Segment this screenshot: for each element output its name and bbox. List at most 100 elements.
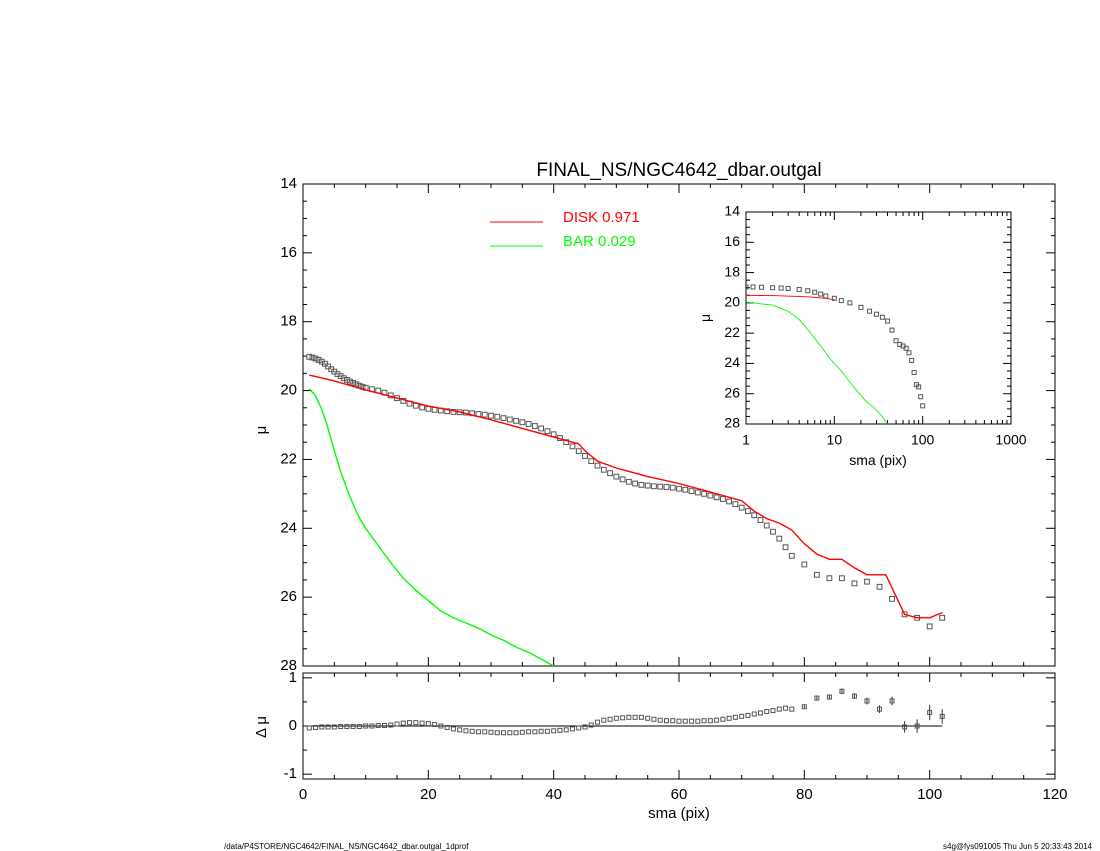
residual-point (726, 715, 732, 721)
inset-y-tick-label: 24 (724, 354, 740, 370)
inset-data-point (893, 338, 899, 344)
inset-data-point (918, 394, 924, 400)
inset-data-point (785, 285, 791, 291)
residual-x-tick-label: 20 (420, 786, 437, 803)
residual-point (939, 713, 945, 719)
residual-point (306, 725, 312, 731)
inset-data-point (885, 318, 891, 324)
residual-point (494, 730, 500, 736)
legend-bar-label: BAR 0.029 (563, 233, 636, 250)
residual-y-axis-label: Δ μ (253, 716, 270, 738)
residual-point (689, 718, 695, 724)
residual-point (927, 710, 933, 716)
residual-point (544, 728, 550, 734)
inset-x-tick-label: 1000 (995, 432, 1026, 448)
inset-y-tick-label: 20 (724, 294, 740, 310)
residual-point (507, 730, 513, 736)
data-point (701, 490, 707, 497)
main-y-tick-label: 26 (280, 588, 297, 605)
residual-point (551, 728, 557, 734)
data-point (632, 480, 639, 487)
residual-point (770, 708, 776, 714)
inset-plot-frame (745, 211, 1012, 425)
data-point (613, 473, 620, 480)
residual-point (776, 706, 782, 712)
residual-point (595, 719, 601, 725)
residual-point (588, 722, 594, 728)
data-point (488, 412, 494, 419)
data-point (826, 575, 833, 582)
residual-point (463, 728, 469, 734)
data-point (419, 404, 425, 411)
data-point (713, 494, 720, 501)
residual-point (457, 727, 463, 733)
residual-point (325, 724, 331, 730)
residual-point (331, 724, 337, 730)
data-point (343, 376, 350, 383)
residual-point (889, 698, 895, 704)
inset-x-axis-label: sma (pix) (849, 452, 907, 468)
data-point (312, 355, 319, 362)
chart-title: FINAL_NS/NGC4642_dbar.outgal (536, 160, 821, 181)
inset-bar-model-line (746, 301, 888, 424)
residual-point (363, 723, 369, 729)
residual-x-tick-label: 40 (545, 786, 562, 803)
main-y-tick-label: 24 (280, 519, 297, 536)
data-point (745, 508, 751, 514)
residual-point (344, 723, 350, 729)
inset-data-point (796, 287, 802, 293)
data-point (444, 408, 451, 415)
x-axis-label: sma (pix) (648, 805, 710, 822)
residual-y-tick-label: -1 (284, 765, 297, 782)
residual-point (745, 712, 751, 718)
inset-data-marks (746, 284, 926, 424)
residual-point (538, 728, 544, 734)
inset-data-point (750, 284, 756, 290)
residual-point (826, 694, 832, 700)
data-point (876, 583, 883, 590)
inset-y-tick-label: 18 (724, 263, 740, 279)
data-point (306, 353, 313, 360)
residual-data-marks (306, 688, 945, 736)
data-point (538, 425, 545, 432)
bar-model-line (308, 388, 555, 666)
main-y-tick-label: 14 (280, 175, 297, 192)
residual-point (632, 714, 638, 720)
data-point (676, 485, 682, 492)
data-point (575, 448, 582, 455)
data-point (350, 380, 357, 386)
residual-point (645, 715, 651, 721)
inset-data-point (906, 350, 912, 356)
residual-point (714, 717, 720, 723)
data-point (939, 614, 946, 621)
residual-point (582, 724, 588, 730)
inset-data-point (920, 403, 926, 409)
inset-data-point (873, 311, 879, 317)
residual-point (720, 716, 726, 722)
residual-point (513, 730, 519, 736)
inset-data-point (831, 295, 837, 301)
main-ticks (302, 183, 1056, 667)
residual-point (394, 721, 400, 727)
residual-ticks (302, 673, 1056, 779)
footer-file-path: /data/P4STORE/NGC4642/FINAL_NS/NGC4642_d… (224, 842, 469, 851)
residual-point (751, 711, 757, 717)
data-point (525, 421, 532, 427)
main-y-tick-label: 22 (280, 450, 297, 467)
residual-point (651, 716, 657, 722)
inset-y-tick-label: 16 (724, 233, 740, 249)
residual-point (375, 723, 381, 729)
inset-data-point (858, 304, 864, 310)
inset-data-point (805, 288, 811, 294)
inset-data-point (818, 291, 824, 297)
data-point (309, 354, 316, 361)
data-point (588, 458, 595, 465)
inset-data-point (866, 308, 872, 314)
residual-point (469, 728, 475, 734)
data-point (889, 595, 895, 602)
residual-point (864, 698, 870, 704)
inset-data-point (889, 327, 895, 333)
residual-point (407, 720, 413, 726)
